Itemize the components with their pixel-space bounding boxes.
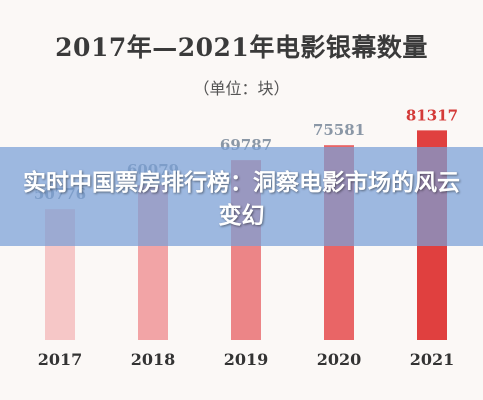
category-labels-group: 2017 2018 2019 2020 2021: [38, 350, 455, 369]
headline-text: 实时中国票房排行榜：洞察电影市场的风云变幻: [23, 170, 460, 229]
value-label-2021: 81317: [406, 106, 458, 124]
category-label-2021: 2021: [410, 350, 455, 369]
chart-subtitle: （单位：块）: [193, 79, 290, 98]
value-label-2020: 75581: [313, 121, 365, 139]
category-label-2020: 2020: [317, 350, 362, 369]
chart-title: 2017年—2021年电影银幕数量: [55, 33, 428, 62]
category-label-2018: 2018: [131, 350, 176, 369]
category-label-2019: 2019: [224, 350, 269, 369]
category-label-2017: 2017: [38, 350, 83, 369]
headline-banner: [0, 147, 483, 246]
